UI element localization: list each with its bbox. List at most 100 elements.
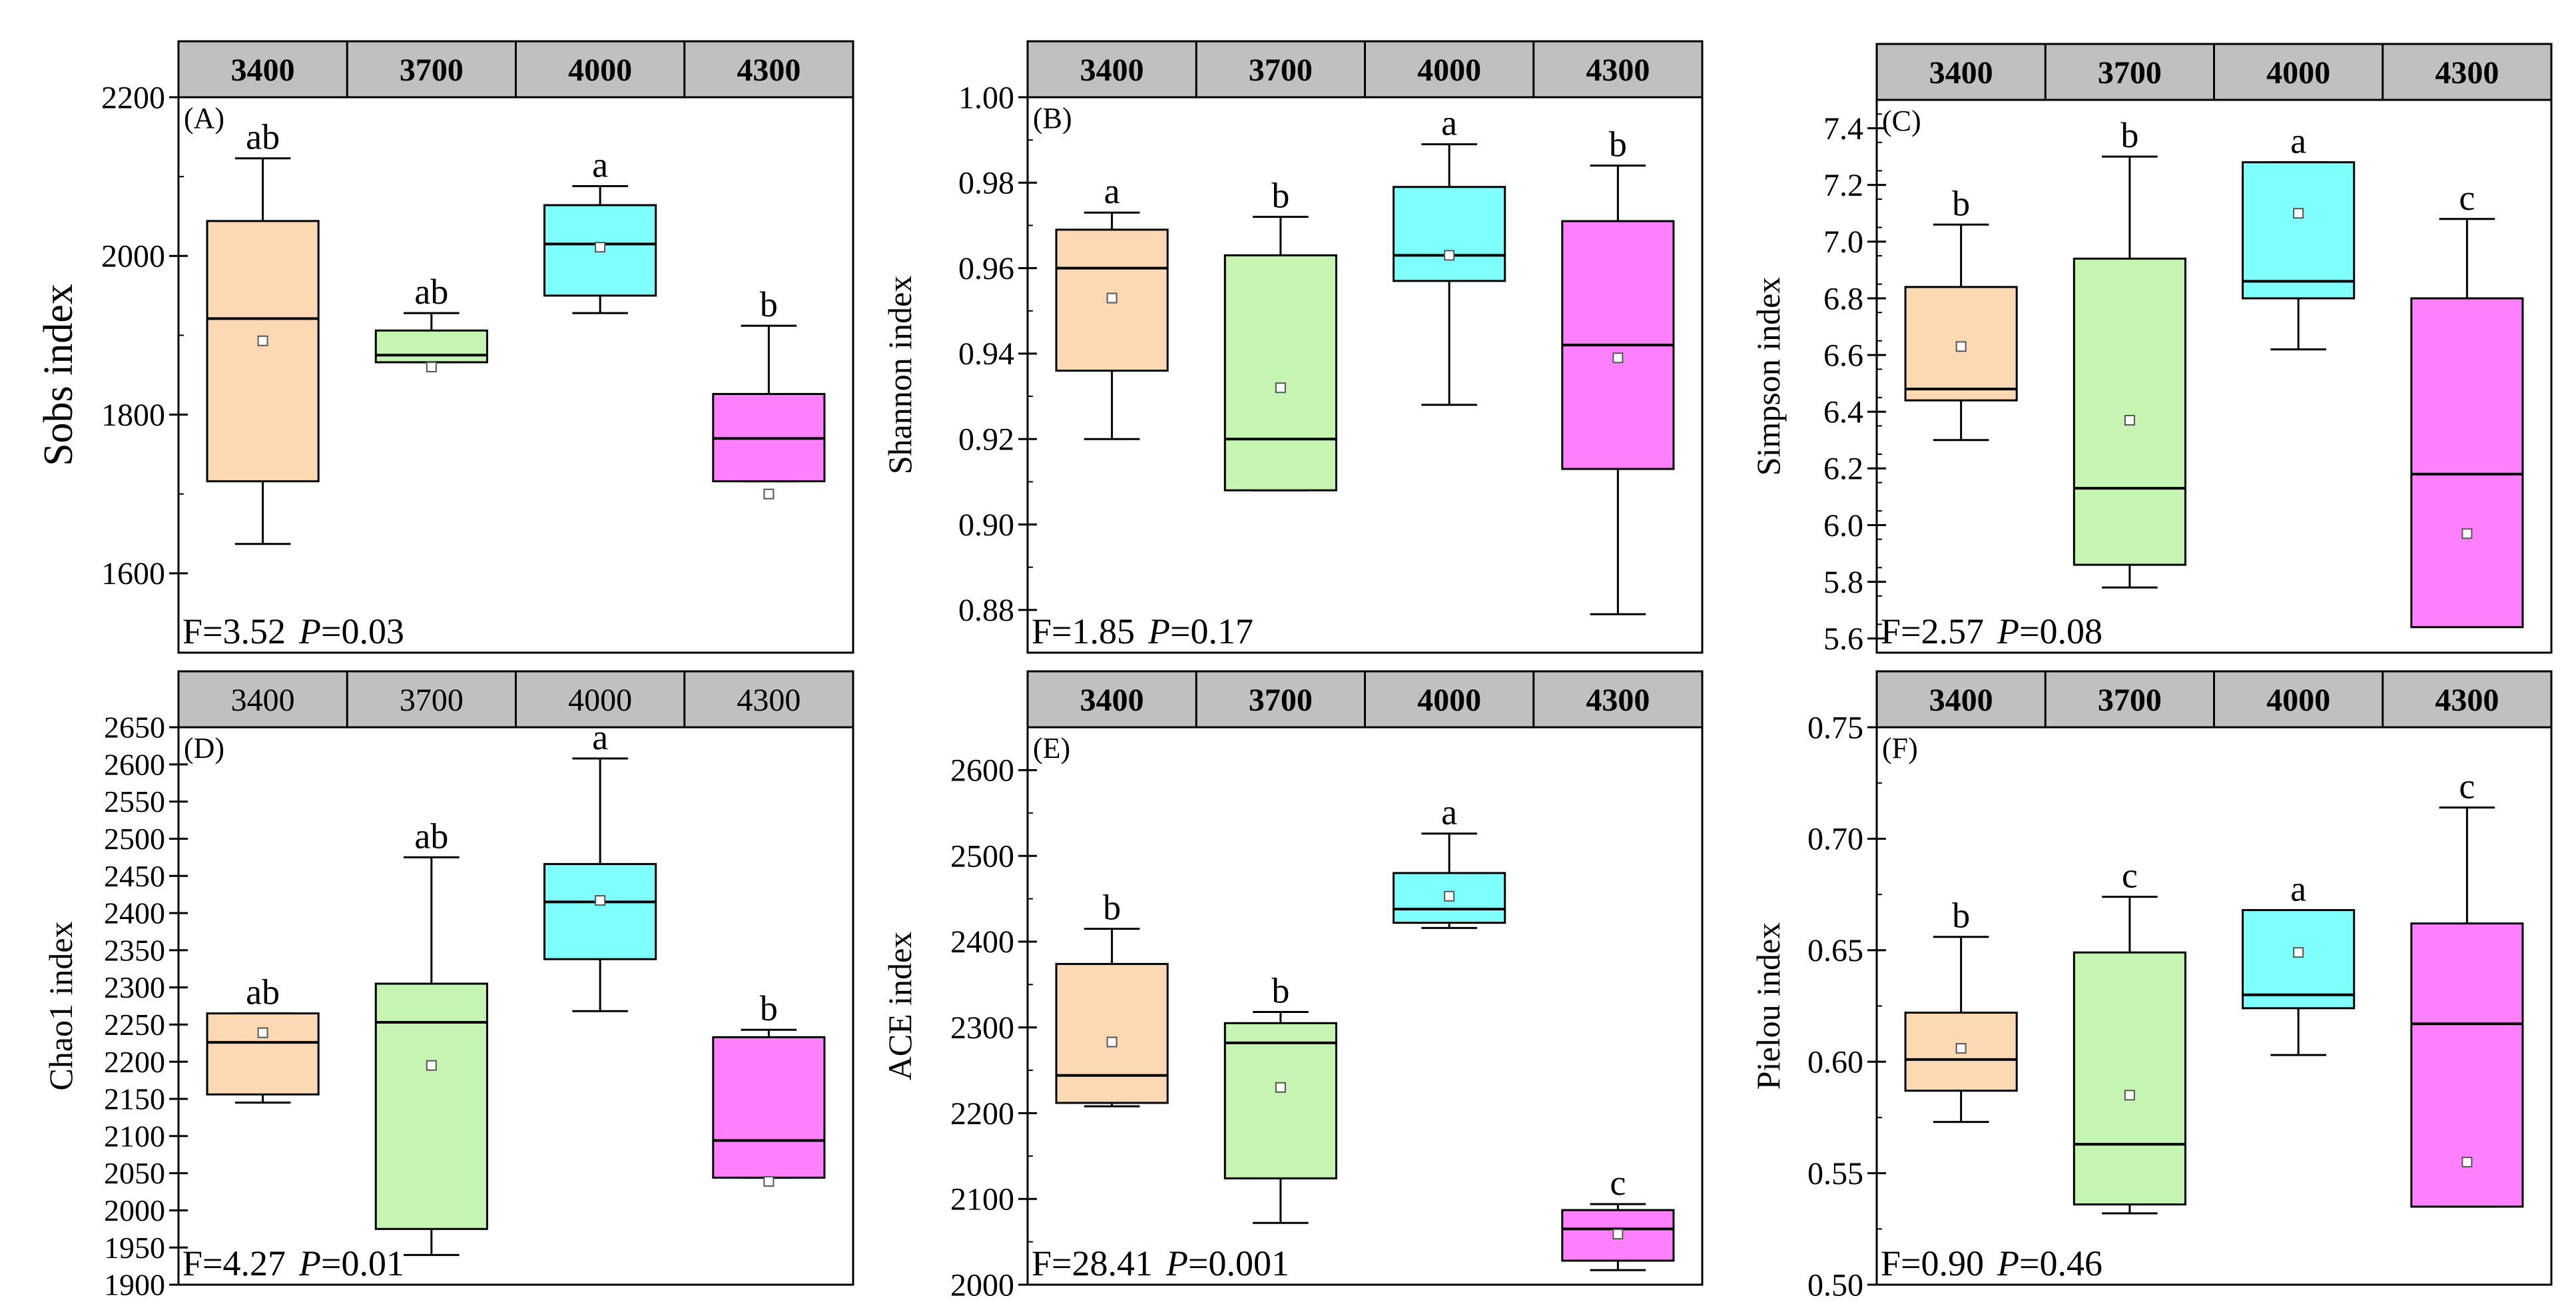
y-tick-label: 1950 bbox=[104, 1231, 165, 1265]
significance-letter: ab bbox=[246, 117, 280, 157]
significance-letter: a bbox=[1441, 103, 1457, 143]
panel-label: (A) bbox=[184, 102, 224, 135]
group-header-label: 3400 bbox=[1929, 55, 1993, 91]
panel-c: 3400 3700 4000 4300 5.6 5.8 6.0 6.2 6.4 6.6 6.8 7.0… bbox=[1750, 43, 2553, 657]
box-3700: b bbox=[2073, 115, 2186, 589]
y-tick-label: 2650 bbox=[104, 711, 165, 745]
iqr-box bbox=[206, 220, 320, 483]
group-header-label: 3400 bbox=[1080, 683, 1144, 718]
mean-marker bbox=[595, 242, 606, 253]
box-3700: ab bbox=[374, 272, 488, 373]
anova-stats: F=4.27 P=0.01 bbox=[182, 1243, 404, 1283]
mean-marker bbox=[1612, 1229, 1624, 1240]
f-statistic: F=28.41 bbox=[1032, 1243, 1153, 1283]
iqr-box bbox=[712, 1036, 826, 1179]
box-4000: a bbox=[1393, 793, 1506, 929]
y-tick-label: 0.90 bbox=[958, 507, 1014, 543]
y-tick-label: 6.6 bbox=[1823, 338, 1863, 373]
p-label: P bbox=[1147, 611, 1170, 651]
box-4300: c bbox=[1561, 1163, 1675, 1271]
y-tick-label: 7.2 bbox=[1823, 168, 1863, 203]
p-value: =0.08 bbox=[2019, 611, 2102, 651]
panel-label: (F) bbox=[1882, 732, 1918, 765]
significance-letter: b bbox=[1103, 888, 1121, 928]
p-value: =0.01 bbox=[321, 1243, 404, 1283]
significance-letter: ab bbox=[414, 272, 448, 312]
significance-letter: c bbox=[2459, 767, 2475, 807]
box-3400: b bbox=[1904, 896, 2018, 1124]
y-tick-label: 6.2 bbox=[1823, 452, 1863, 487]
box-4000: a bbox=[543, 145, 657, 314]
y-tick-label: 0.98 bbox=[958, 166, 1014, 201]
y-tick-label: 0.50 bbox=[1807, 1267, 1863, 1303]
significance-letter: b bbox=[1952, 896, 1970, 936]
y-tick-label: 2300 bbox=[950, 1010, 1014, 1046]
y-tick-label: 6.0 bbox=[1823, 508, 1863, 543]
f-statistic: F=1.85 bbox=[1032, 611, 1135, 651]
box-4300: b bbox=[712, 988, 826, 1187]
p-label: P bbox=[298, 611, 321, 651]
y-tick-label: 0.92 bbox=[958, 422, 1014, 458]
box-3400: ab bbox=[206, 117, 320, 545]
box-4000: a bbox=[2242, 121, 2356, 351]
y-tick-label: 2100 bbox=[104, 1119, 165, 1153]
plot-frame bbox=[177, 96, 854, 654]
mean-marker bbox=[2124, 1090, 2135, 1101]
box-4300: c bbox=[2410, 178, 2524, 629]
y-tick-label: 1900 bbox=[104, 1268, 165, 1302]
significance-letter: a bbox=[592, 145, 608, 184]
y-tick-label: 2400 bbox=[104, 896, 165, 930]
group-header-label: 3400 bbox=[231, 53, 295, 88]
iqr-box bbox=[543, 862, 657, 960]
group-header-label: 4300 bbox=[737, 683, 801, 718]
box-3400: ab bbox=[206, 972, 320, 1104]
box-3700: b bbox=[1223, 176, 1337, 492]
plot-frame bbox=[1026, 726, 1704, 1286]
box-4300: b bbox=[1561, 125, 1675, 615]
y-tick-label: 0.94 bbox=[958, 336, 1014, 372]
y-axis-label: Chao1 index bbox=[42, 921, 79, 1090]
p-value: =0.17 bbox=[1170, 611, 1253, 651]
y-tick-label: 2500 bbox=[104, 822, 165, 856]
box-4000: a bbox=[543, 717, 657, 1012]
box-3400: b bbox=[1904, 183, 2018, 442]
y-axis-label: ACE index bbox=[881, 932, 918, 1081]
f-statistic: F=4.27 bbox=[182, 1243, 286, 1283]
y-tick-label: 6.8 bbox=[1823, 281, 1863, 316]
group-header-label: 3400 bbox=[1929, 683, 1993, 718]
y-tick-label: 5.6 bbox=[1823, 621, 1863, 657]
group-header-label: 4000 bbox=[2266, 683, 2330, 718]
box-3700: b bbox=[1223, 971, 1337, 1224]
mean-marker bbox=[595, 895, 606, 906]
iqr-box bbox=[206, 1012, 320, 1096]
significance-letter: a bbox=[1104, 171, 1120, 211]
group-header-label: 4000 bbox=[1417, 53, 1481, 88]
significance-letter: a bbox=[2290, 121, 2306, 161]
group-header-label: 3700 bbox=[400, 53, 464, 88]
y-tick-label: 0.75 bbox=[1807, 710, 1863, 745]
group-header-label: 4300 bbox=[1586, 683, 1650, 718]
plot-frame bbox=[1875, 99, 2553, 654]
mean-marker bbox=[426, 1060, 437, 1071]
group-header-label: 4000 bbox=[568, 53, 632, 88]
y-tick-label: 2200 bbox=[950, 1096, 1014, 1132]
y-tick-label: 1.00 bbox=[958, 80, 1014, 115]
y-tick-label: 2200 bbox=[101, 80, 165, 115]
p-value: =0.03 bbox=[321, 611, 404, 651]
group-header-label: 4000 bbox=[1417, 683, 1481, 718]
y-tick-label: 2450 bbox=[104, 859, 165, 893]
mean-marker bbox=[2293, 947, 2304, 958]
box-3700: c bbox=[2073, 855, 2186, 1215]
panel-a: 3400 3700 4000 4300 1600 1800 2000 2200 Sobs ind… bbox=[36, 40, 854, 654]
y-axis-label: Shannon index bbox=[881, 276, 918, 475]
y-axis-label: Pielou index bbox=[1750, 922, 1787, 1090]
mean-marker bbox=[2293, 208, 2304, 219]
y-tick-label: 2600 bbox=[104, 747, 165, 781]
y-tick-label: 2000 bbox=[950, 1267, 1014, 1303]
panel-b: 3400 3700 4000 4300 0.88 0.90 0.92 0.94 0.96 0.98… bbox=[881, 40, 1704, 654]
group-header-label: 3700 bbox=[2098, 55, 2162, 91]
iqr-box bbox=[2410, 297, 2524, 629]
mean-marker bbox=[1444, 890, 1455, 902]
group-header-label: 3700 bbox=[2098, 683, 2162, 718]
significance-letter: a bbox=[592, 717, 608, 757]
